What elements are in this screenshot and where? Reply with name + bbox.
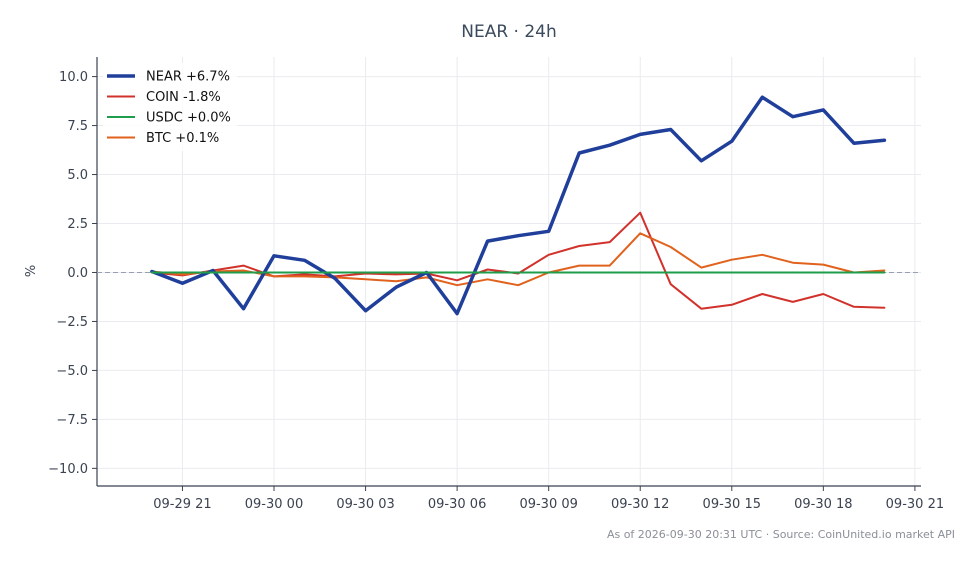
y-tick-label: −7.5	[56, 413, 88, 428]
x-tick-label: 09-29 21	[153, 497, 211, 512]
x-tick-label: 09-30 18	[794, 497, 852, 512]
legend-label-3: BTC +0.1%	[146, 131, 219, 146]
legend-label-1: COIN -1.8%	[146, 90, 221, 105]
chart-title: NEAR · 24h	[461, 22, 557, 42]
footer-source: As of 2026-09-30 20:31 UTC · Source: Coi…	[607, 528, 955, 541]
series-line-1	[150, 211, 886, 310]
y-tick-label: 10.0	[59, 70, 88, 85]
y-tick-label: 0.0	[67, 266, 88, 281]
x-axis-ticks: 09-29 21 09-30 00 09-30 03 09-30 06 09-30 09…	[153, 486, 944, 512]
series-line-0	[150, 95, 887, 316]
y-tick-label: −10.0	[48, 462, 88, 477]
y-tick-label: 7.5	[67, 119, 88, 134]
x-tick-label: 09-30 15	[703, 497, 761, 512]
series-lines	[150, 95, 887, 316]
y-tick-label: −5.0	[56, 364, 88, 379]
series-line-3	[150, 232, 886, 287]
legend-label-2: USDC +0.0%	[146, 111, 231, 126]
legend: NEAR +6.7% COIN -1.8% USDC +0.0% BTC +0.1%	[103, 63, 237, 151]
x-tick-label: 09-30 21	[886, 497, 944, 512]
y-tick-label: 2.5	[67, 217, 88, 232]
y-axis-ticks: −10.0 −7.5 −5.0 −2.5 0.0 2.5 5.0 7.5 10.0	[48, 70, 97, 477]
x-tick-label: 09-30 12	[611, 497, 669, 512]
x-tick-label: 09-30 03	[336, 497, 394, 512]
axes	[96, 57, 921, 487]
legend-label-0: NEAR +6.7%	[146, 70, 230, 85]
y-tick-label: 5.0	[67, 168, 88, 183]
x-tick-label: 09-30 00	[245, 497, 303, 512]
x-tick-label: 09-30 09	[519, 497, 577, 512]
x-tick-label: 09-30 06	[428, 497, 486, 512]
y-tick-label: −2.5	[56, 315, 88, 330]
y-axis-label: %	[24, 265, 39, 277]
